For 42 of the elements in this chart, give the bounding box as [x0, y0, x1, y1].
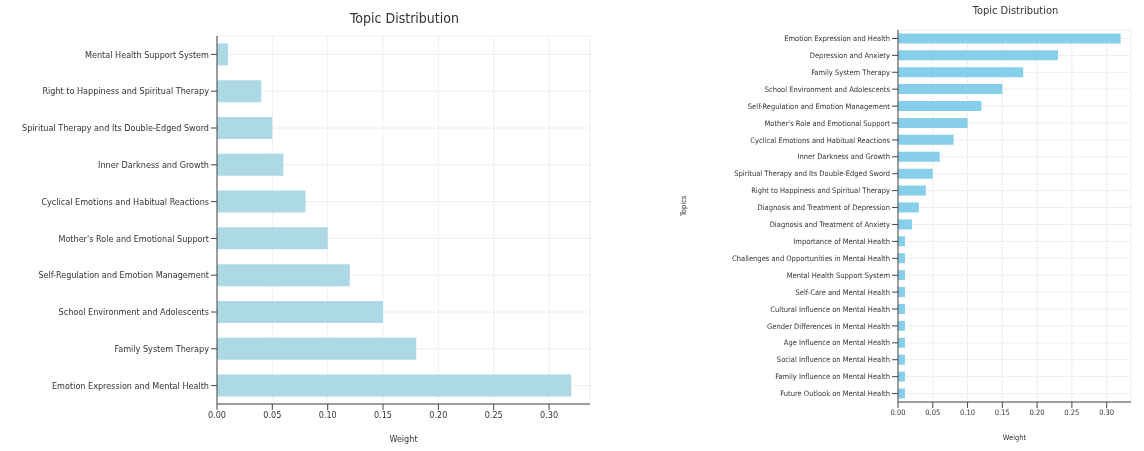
bar	[898, 67, 1024, 78]
x-tick-label: 0.30	[540, 410, 559, 421]
bar	[217, 337, 417, 360]
x-tick-label: 0.25	[484, 410, 503, 421]
y-tick-label: Inner Darkness and Growth	[98, 159, 209, 170]
y-tick-label: School Environment and Adolescents	[58, 307, 209, 318]
y-tick-label: Emotion Expression and Mental Health	[52, 380, 209, 391]
bar	[898, 50, 1058, 61]
bar	[898, 202, 919, 213]
chart-title: Topic Distribution	[971, 4, 1060, 17]
bar	[217, 116, 273, 139]
bar	[217, 190, 306, 213]
bar	[898, 33, 1121, 44]
bar	[898, 84, 1003, 95]
x-tick-label: 0.15	[374, 410, 393, 421]
y-tick-label: Mother's Role and Emotional Support	[58, 233, 209, 244]
x-tick-label: 0.00	[207, 410, 227, 421]
bar	[217, 43, 229, 66]
y-tick-label: Right to Happiness and Spiritual Therapy	[42, 86, 210, 97]
bar	[217, 80, 262, 103]
bar	[898, 134, 954, 145]
y-tick-label: Cyclical Emotions and Habitual Reactions	[41, 196, 209, 207]
bar	[898, 185, 926, 196]
bar	[217, 227, 328, 250]
x-tick-label: 0.05	[263, 410, 282, 421]
y-tick-label: Self-Regulation and Emotion Management	[38, 270, 209, 281]
bar	[898, 117, 968, 128]
chart-title: Topic Distribution	[349, 10, 460, 26]
bar	[217, 264, 350, 287]
bar	[898, 151, 940, 162]
bar	[898, 101, 982, 112]
x-tick-label: 0.20	[429, 410, 448, 421]
x-axis-title: Weight	[389, 434, 418, 444]
bar	[217, 300, 384, 323]
y-tick-label: Spiritual Therapy and Its Double-Edged Sword	[22, 123, 209, 134]
y-tick-label: Mental Health Support System	[85, 49, 210, 60]
bar	[217, 153, 284, 176]
y-tick-label: Family System Therapy	[114, 343, 210, 354]
bar	[898, 219, 912, 230]
bar	[898, 168, 933, 179]
bar	[217, 374, 572, 397]
x-tick-label: 0.10	[318, 410, 337, 421]
